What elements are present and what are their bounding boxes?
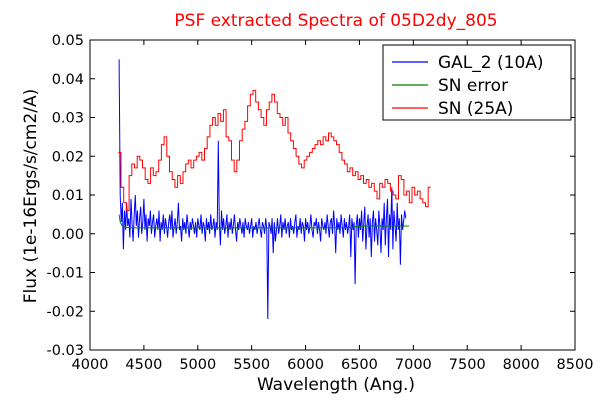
y-axis-ticks: -0.03 -0.02 -0.01 0.00 0.01 0.02 0.03 0.04 0.05 [46, 33, 575, 359]
chart-title: PSF extracted Spectra of 05D2dy_805 [174, 11, 497, 31]
x-axis-label: Wavelength (Ang.) [257, 375, 415, 395]
x-tick-label: 7500 [449, 357, 486, 373]
legend-label-0: GAL_2 (10A) [438, 53, 544, 73]
x-tick-label: 4000 [72, 357, 109, 373]
x-tick-label: 8000 [503, 357, 540, 373]
x-tick-label: 7000 [395, 357, 432, 373]
y-tick-label: 0.02 [52, 149, 84, 165]
x-tick-label: 6500 [341, 357, 378, 373]
y-tick-label: -0.01 [46, 266, 84, 282]
series-line-1 [118, 214, 409, 229]
y-tick-label: 0.05 [52, 33, 84, 49]
series-line-2 [118, 89, 431, 211]
y-tick-label: 0.01 [52, 188, 84, 204]
x-axis-ticks: 4000 4500 5000 5500 6000 6500 7000 7500 8000 8500 [72, 40, 594, 373]
y-tick-label: 0.04 [52, 72, 84, 88]
y-axis-label: Flux (1e-16Ergs/s/cm2/A) [21, 89, 41, 304]
y-tick-label: 0.00 [52, 227, 84, 243]
x-tick-label: 5500 [233, 357, 270, 373]
y-tick-label: 0.03 [52, 111, 84, 127]
x-tick-label: 5000 [179, 357, 216, 373]
series-line-0 [118, 59, 407, 320]
legend-label-1: SN error [438, 76, 508, 96]
y-tick-label: -0.03 [46, 343, 84, 359]
y-tick-label: -0.02 [46, 304, 84, 320]
x-tick-label: 8500 [557, 357, 594, 373]
x-tick-label: 4500 [125, 357, 162, 373]
legend: GAL_2 (10A) SN error SN (25A) [382, 44, 572, 121]
legend-label-2: SN (25A) [438, 99, 513, 119]
series-layer [118, 59, 431, 320]
plot-frame [89, 39, 576, 351]
x-tick-label: 6000 [287, 357, 324, 373]
